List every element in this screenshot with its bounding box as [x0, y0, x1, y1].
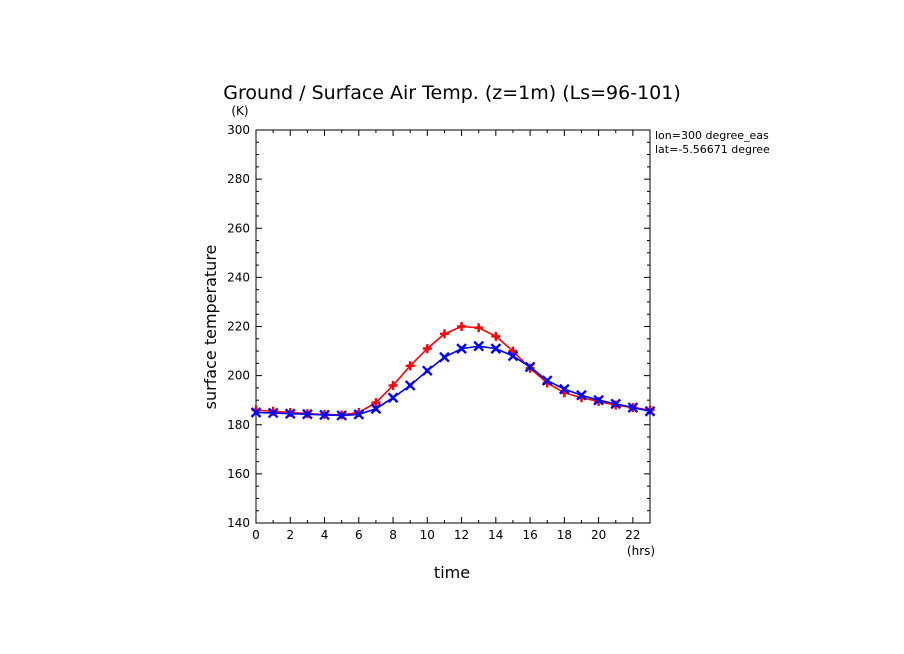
x-tick-label: 12	[454, 528, 469, 542]
data-point	[250, 407, 262, 418]
data-point	[353, 409, 365, 420]
data-point	[491, 331, 501, 341]
data-point	[421, 365, 433, 377]
y-tick-label: 240	[227, 270, 250, 284]
y-tick-label: 160	[227, 467, 250, 481]
x-tick-label: 2	[286, 528, 294, 542]
data-point	[439, 329, 449, 339]
x-tick-label: 22	[625, 528, 640, 542]
data-point	[558, 383, 570, 395]
data-point	[387, 392, 399, 404]
x-tick-label: 10	[420, 528, 435, 542]
data-point	[284, 408, 296, 420]
y-unit-label: (K)	[231, 104, 248, 118]
annotation-lon: lon=300 degree_eas	[655, 129, 769, 142]
x-tick-label: 14	[488, 528, 503, 542]
data-point	[405, 361, 415, 371]
y-tick-label: 220	[227, 320, 250, 334]
x-tick-label: 8	[389, 528, 397, 542]
x-tick-label: 4	[321, 528, 329, 542]
plot-frame	[255, 129, 651, 524]
x-unit-label: (hrs)	[627, 544, 655, 558]
data-point	[267, 407, 279, 419]
data-point	[319, 409, 330, 421]
series-1	[250, 340, 656, 421]
data-point	[371, 398, 381, 408]
chart-title: Ground / Surface Air Temp. (z=1m) (Ls=96…	[223, 82, 681, 104]
data-point	[456, 343, 467, 354]
data-point	[302, 408, 313, 420]
series-layer	[250, 322, 656, 421]
data-point	[370, 403, 382, 415]
data-point	[576, 389, 587, 401]
data-point	[457, 322, 467, 331]
y-tick-label: 140	[227, 516, 250, 530]
series-line	[255, 325, 651, 416]
x-tick-label: 20	[591, 528, 606, 542]
data-point	[473, 340, 485, 352]
data-point	[474, 323, 484, 333]
y-tick-label: 300	[227, 123, 250, 137]
data-point	[644, 405, 656, 417]
series-0	[251, 322, 655, 420]
annotation-lat: lat=-5.56671 degree	[655, 143, 770, 156]
x-tick-label: 18	[557, 528, 572, 542]
data-point	[524, 361, 536, 373]
data-point	[507, 350, 519, 362]
data-point	[388, 380, 398, 390]
series-line	[255, 345, 651, 417]
data-point	[610, 398, 622, 410]
data-point	[627, 402, 639, 413]
data-point	[404, 380, 416, 391]
axes: 140 160 180 200 220 240 260 280 300 0 2 4 6 8 10 12 14 16…	[227, 123, 651, 542]
data-point	[439, 351, 450, 363]
data-point	[541, 375, 553, 386]
data-point	[336, 410, 348, 421]
y-tick-label: 280	[227, 172, 250, 186]
data-point	[422, 344, 432, 354]
x-tick-label: 0	[252, 528, 260, 542]
x-axis-label: time	[434, 563, 470, 582]
data-point	[490, 343, 502, 354]
data-point	[593, 394, 604, 406]
y-axis-label: surface temperature	[201, 245, 220, 410]
x-tick-label: 6	[355, 528, 363, 542]
y-tick-label: 260	[227, 221, 250, 235]
y-tick-label: 180	[227, 418, 250, 432]
x-tick-label: 16	[522, 528, 537, 542]
y-tick-label: 200	[227, 369, 250, 383]
